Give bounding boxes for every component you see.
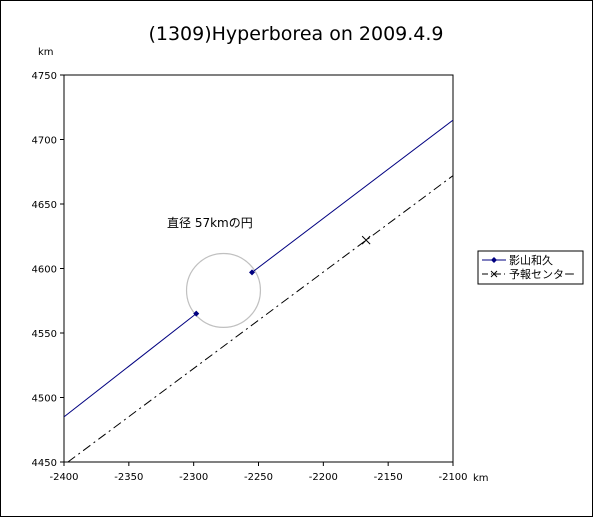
- reference-circle: [185, 252, 262, 328]
- series-1-line: [64, 313, 197, 418]
- y-tick-label: 4450: [32, 458, 57, 469]
- x-tick-label: -2300: [179, 472, 208, 483]
- x-tick-label: -2200: [309, 472, 338, 483]
- x-tick-label: -2250: [244, 472, 273, 483]
- legend-label-series-2: 予報センター: [509, 268, 575, 281]
- x-tick-label: -2100: [438, 472, 467, 483]
- series-1-point: [193, 310, 200, 317]
- x-tick-label: -2150: [374, 472, 403, 483]
- chart-title: (1309)Hyperborea on 2009.4.9: [148, 23, 443, 45]
- y-tick-label: 4650: [32, 200, 57, 211]
- series-2-point: [361, 235, 371, 245]
- legend-label-series-1: 影山和久: [509, 254, 553, 267]
- y-tick-label: 4700: [32, 136, 57, 147]
- series-layer: [64, 119, 453, 462]
- legend: 影山和久 予報センター: [477, 250, 584, 285]
- plot-area: [63, 74, 454, 463]
- series-1-line: [251, 119, 453, 273]
- legend-box: [477, 250, 584, 285]
- y-tick-label: 4500: [32, 394, 57, 405]
- series-1-point: [249, 269, 256, 276]
- y-axis-unit: km: [38, 47, 54, 58]
- legend-marker-series-2: [490, 270, 498, 278]
- y-tick-label: 4600: [32, 265, 57, 276]
- x-axis-unit: km: [473, 473, 489, 484]
- x-tick-label: -2350: [114, 472, 143, 483]
- y-tick-label: 4550: [32, 329, 57, 340]
- circle-layer: [185, 252, 262, 328]
- ticks-layer: -2400 -2350 -2300 -2250 -2200 -2150 -2100 4450 4…: [32, 71, 468, 483]
- x-tick-label: -2400: [49, 472, 78, 483]
- series-2-line: [67, 175, 453, 462]
- legend-marker-series-1: [491, 257, 497, 263]
- annotation-label: 直径 57kmの円: [167, 216, 253, 230]
- y-tick-label: 4750: [32, 71, 57, 82]
